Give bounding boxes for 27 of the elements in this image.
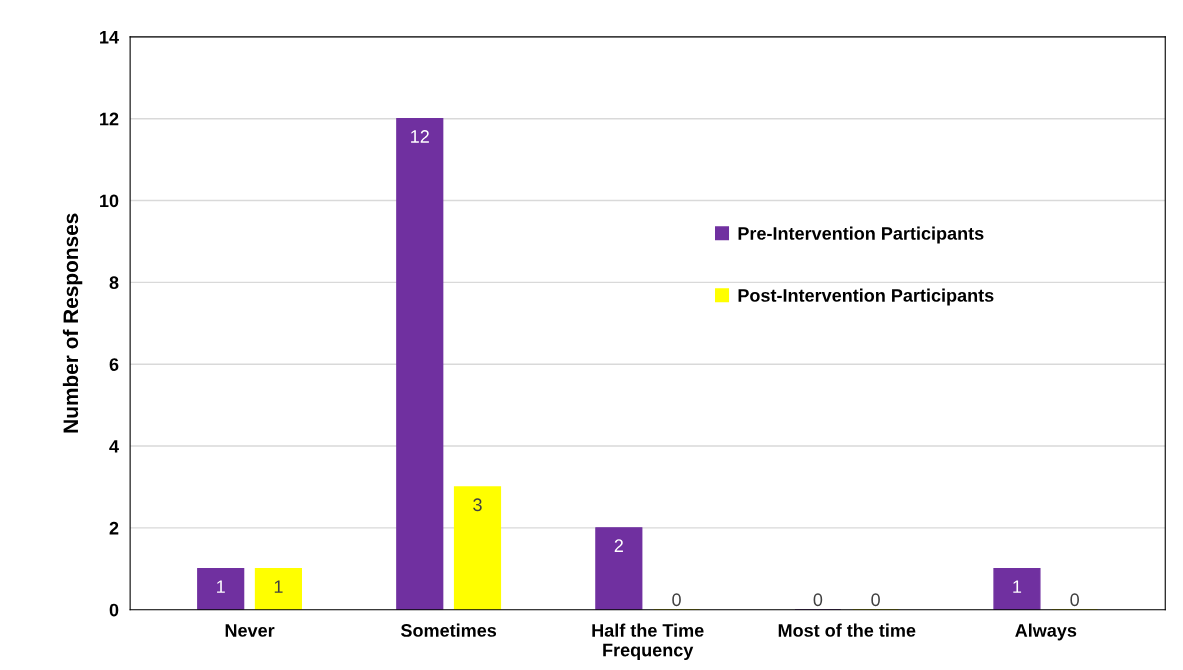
x-tick-label: Half the Time — [592, 623, 704, 637]
data-label: 0 — [813, 593, 823, 607]
y-tick-label: 2 — [109, 521, 119, 535]
x-tick-label: Never — [225, 624, 275, 637]
y-tick-label: 8 — [109, 276, 119, 290]
data-label: 1 — [1013, 580, 1022, 593]
y-tick-label: 4 — [109, 440, 119, 453]
x-tick-label: Most of the time — [778, 623, 916, 637]
data-label: 0 — [672, 593, 681, 607]
x-tick-label: Always — [1015, 623, 1077, 641]
y-tick-label: 0 — [109, 603, 119, 617]
data-label: 12 — [411, 130, 429, 143]
data-label: 2 — [614, 539, 623, 552]
y-tick-label: 14 — [100, 30, 119, 44]
data-label: 1 — [274, 580, 283, 593]
data-label: 1 — [217, 580, 225, 593]
x-tick-label: Sometimes — [400, 623, 497, 637]
data-label: 0 — [1070, 593, 1079, 607]
x-axis-title: Frequency — [603, 643, 694, 661]
legend-label: Post-Intervention Participants — [738, 288, 994, 306]
y-tick-label: 12 — [100, 112, 119, 126]
y-tick-label: 10 — [100, 194, 119, 208]
data-label: 3 — [473, 498, 482, 512]
y-tick-label: 6 — [109, 358, 119, 371]
legend-label: Pre-Intervention Participants — [738, 226, 984, 244]
y-axis-title: Number of Responses — [62, 213, 83, 433]
data-label: 0 — [871, 593, 880, 607]
